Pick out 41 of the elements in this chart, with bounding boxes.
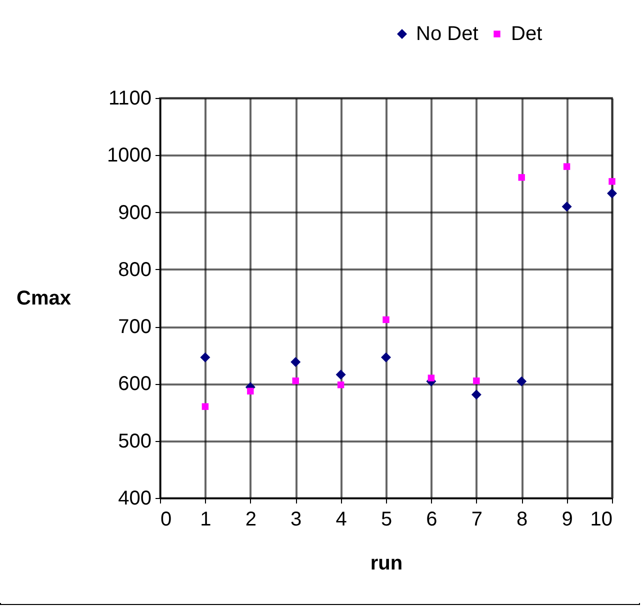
point (200, 352, 210, 362)
x-tick-label: 7 (471, 508, 482, 530)
x-tick-label: 2 (245, 508, 256, 530)
x-axis-title: run (370, 552, 403, 574)
y-tick-label: 400 (118, 488, 152, 510)
point (563, 163, 570, 170)
point (336, 370, 346, 380)
y-tick-label: 900 (118, 202, 152, 224)
point (562, 202, 572, 212)
x-tick-label: 4 (336, 508, 347, 530)
x-tick-label: 9 (562, 508, 573, 530)
x-tick-label: 8 (516, 508, 528, 530)
point (608, 178, 616, 185)
point (607, 188, 617, 198)
x-tick-label: 0 (160, 508, 172, 530)
x-tick-label: 6 (426, 508, 438, 530)
y-tick-label: 1100 (108, 88, 152, 110)
point (202, 403, 209, 410)
y-axis-title: Cmax (16, 288, 71, 310)
point (381, 352, 391, 362)
point (471, 390, 482, 400)
point (292, 378, 299, 384)
y-tick-label: 1000 (107, 144, 152, 167)
x-tick-label: 3 (290, 508, 302, 530)
point (516, 376, 527, 386)
x-tick-label: 1 (200, 508, 212, 530)
point (428, 374, 435, 382)
x-tick-label: 10 (590, 508, 612, 530)
y-tick-label: 700 (118, 316, 152, 338)
point (247, 388, 254, 394)
y-tick-label: 600 (118, 373, 152, 396)
legend-label: No Det (416, 23, 479, 45)
point (290, 357, 301, 367)
y-tick-label: 500 (118, 430, 152, 452)
legend-label: Det (511, 23, 543, 45)
y-tick-label: 800 (118, 258, 152, 281)
point (518, 174, 525, 181)
point (473, 378, 480, 384)
x-tick-label: 5 (380, 508, 392, 530)
point (382, 316, 390, 324)
point (337, 382, 344, 388)
